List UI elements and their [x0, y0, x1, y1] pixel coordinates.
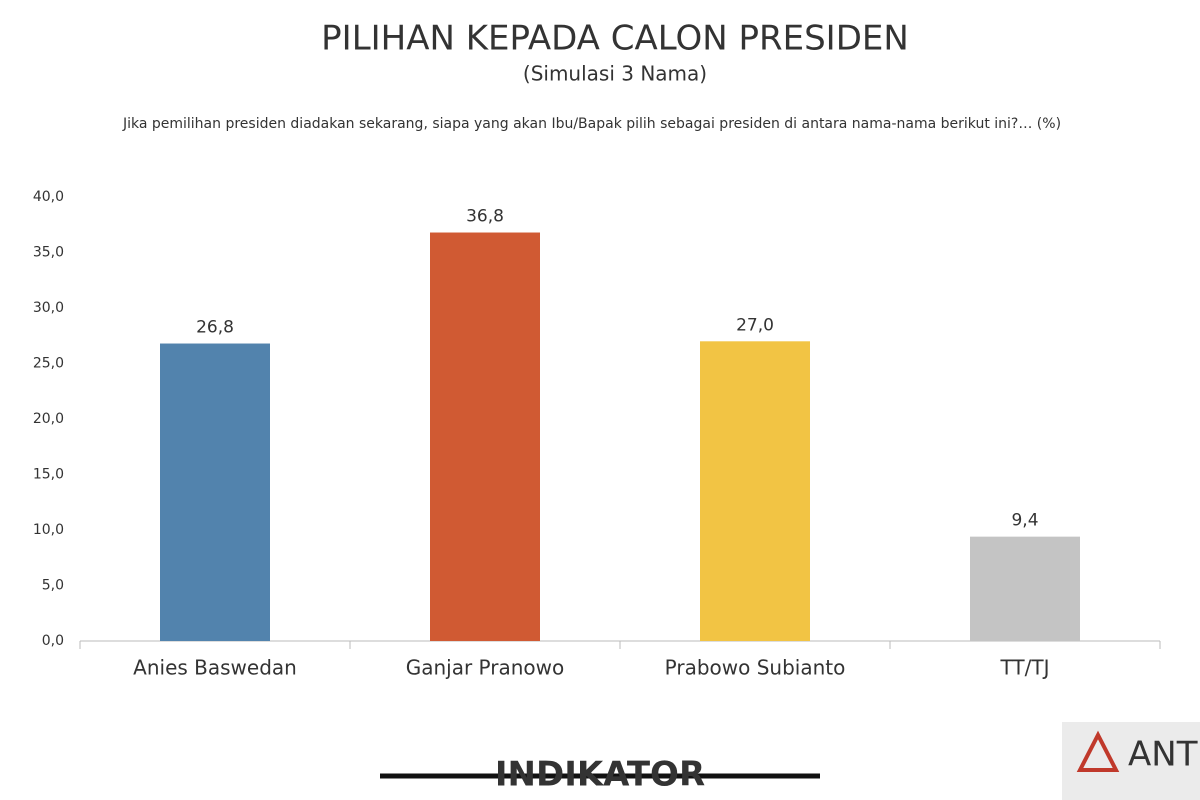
y-tick-label: 10,0 [33, 522, 64, 538]
y-tick-label: 25,0 [33, 356, 64, 372]
bar [970, 536, 1080, 641]
value-label: 26,8 [196, 318, 234, 338]
chart-title: PILIHAN KEPADA CALON PRESIDEN [321, 19, 909, 59]
watermark-icon [1076, 730, 1120, 772]
y-tick-label: 40,0 [33, 189, 64, 205]
value-label: 27,0 [736, 315, 774, 335]
y-tick-label: 30,0 [33, 300, 64, 316]
chart-subtitle: (Simulasi 3 Nama) [523, 62, 707, 86]
y-tick-label: 0,0 [42, 633, 64, 649]
x-tick-label: TT/TJ [1000, 656, 1050, 680]
x-tick-label: Ganjar Pranowo [406, 656, 565, 680]
y-tick-label: 35,0 [33, 245, 64, 261]
x-tick-label: Prabowo Subianto [665, 656, 846, 680]
watermark: ANT [1128, 735, 1198, 775]
bar [160, 343, 270, 641]
y-tick-label: 15,0 [33, 467, 64, 483]
question: Jika pemilihan presiden diadakan sekaran… [122, 116, 1061, 132]
bar [700, 341, 810, 641]
x-tick-label: Anies Baswedan [133, 656, 297, 680]
y-tick-label: 20,0 [33, 411, 64, 427]
y-tick-label: 5,0 [42, 578, 64, 594]
bar [430, 232, 540, 641]
value-label: 36,8 [466, 207, 504, 227]
logo: INDIKATOR [495, 755, 705, 795]
value-label: 9,4 [1011, 511, 1038, 531]
